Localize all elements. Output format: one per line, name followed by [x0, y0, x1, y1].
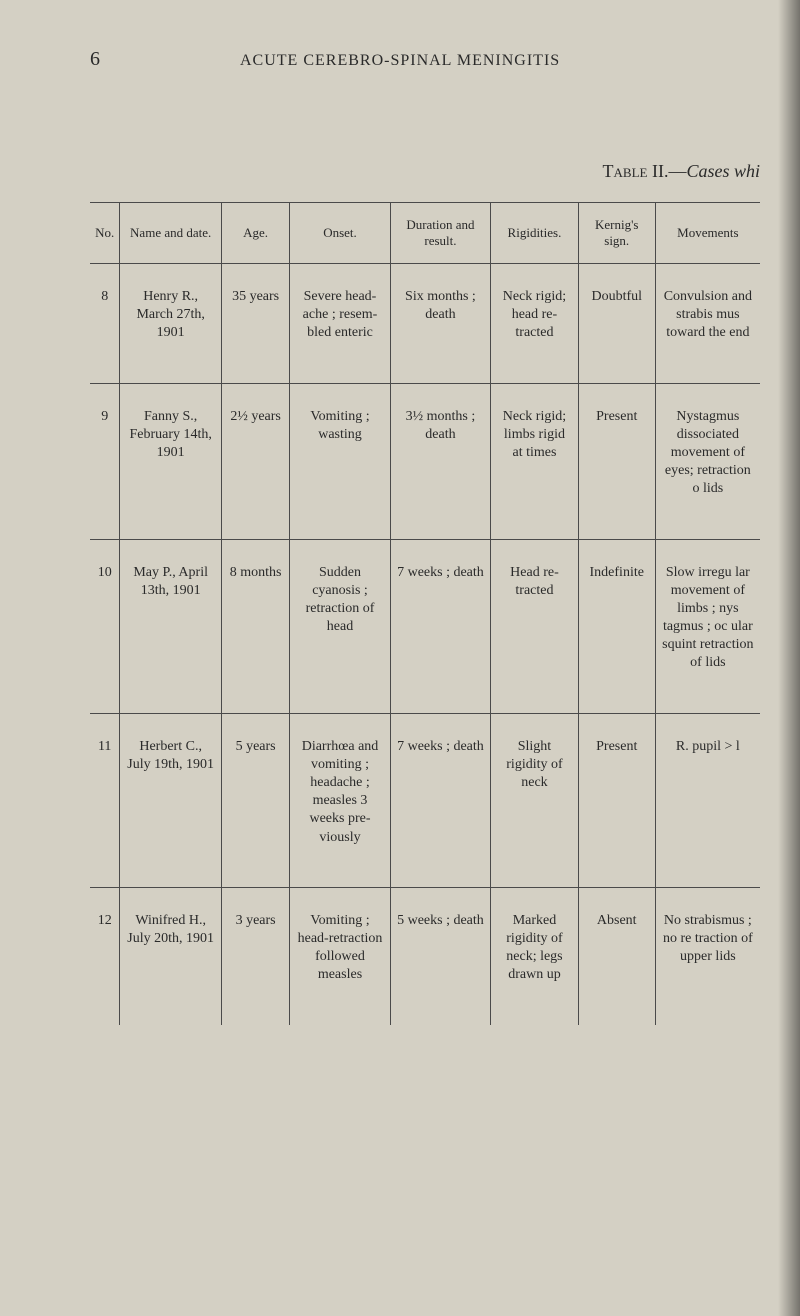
cell-no: 10 [94, 550, 115, 612]
table-row: 12 Winifred H., July 20th, 1901 3 years … [90, 887, 760, 1024]
page: 6 ACUTE CEREBRO-SPINAL MENINGITIS Table … [0, 0, 800, 1316]
col-header-name: Name and date. [120, 203, 222, 264]
table-row: 9 Fanny S., February 14th, 1901 2½ years… [90, 383, 760, 539]
table-header-row: No. Name and date. Age. Onset. Duration … [90, 203, 760, 264]
cell-age: 2½ years [226, 394, 285, 456]
col-header-onset: Onset. [290, 203, 390, 264]
table-caption-italic: Cases whi [686, 161, 760, 181]
cell-kernig: Doubtful [583, 274, 651, 336]
cell-name: Herbert C., July 19th, 1901 [124, 724, 217, 804]
cell-kernig: Absent [583, 898, 651, 960]
cell-kernig: Indefinite [583, 550, 651, 612]
cell-duration: 5 weeks ; death [395, 898, 486, 960]
cell-movements: Nystagmus dissociated movement of eyes; … [660, 394, 756, 529]
table-row: 8 Henry R., March 27th, 1901 35 years Se… [90, 264, 760, 384]
cell-rigidities: Neck rigid; head re­tracted [495, 274, 574, 373]
cell-duration: 7 weeks ; death [395, 724, 486, 786]
col-header-age: Age. [221, 203, 289, 264]
col-header-duration: Duration and result. [390, 203, 490, 264]
col-header-kernig: Kernig's sign. [578, 203, 655, 264]
cell-no: 12 [94, 898, 115, 960]
cell-duration: 3½ months ; death [395, 394, 486, 474]
cell-no: 9 [94, 394, 115, 456]
table-caption: Table II.—Cases whi [90, 161, 760, 182]
cell-movements: Convulsion and strabis mus toward the en… [660, 274, 756, 373]
table-caption-label: Table II.— [603, 161, 687, 181]
cell-movements: Slow irregu lar move­ment of limbs ; nys… [660, 550, 756, 703]
cell-rigidities: Head re­tracted [495, 550, 574, 630]
cell-rigidities: Slight rigidity of neck [495, 724, 574, 823]
page-number: 6 [90, 48, 100, 71]
running-head: ACUTE CEREBRO-SPINAL MENINGITIS [240, 52, 560, 70]
cell-rigidities: Marked rigidity of neck; legs drawn up [495, 898, 574, 1015]
table-row: 10 May P., April 13th, 1901 8 months Sud… [90, 539, 760, 713]
cell-onset: Vomiting ; head-re­traction followed mea… [294, 898, 385, 1015]
cell-name: Fanny S., February 14th, 1901 [124, 394, 217, 493]
cell-age: 3 years [226, 898, 285, 960]
cell-age: 35 years [226, 274, 285, 336]
cell-duration: 7 weeks ; death [395, 550, 486, 612]
cell-kernig: Present [583, 394, 651, 456]
cell-no: 8 [94, 274, 115, 336]
cell-rigidities: Neck rigid; limbs rigid at times [495, 394, 574, 493]
table-row: 11 Herbert C., July 19th, 1901 5 years D… [90, 713, 760, 887]
cell-onset: Vomiting ; wasting [294, 394, 385, 474]
col-header-no: No. [90, 203, 120, 264]
cell-name: May P., April 13th, 1901 [124, 550, 217, 630]
page-header: 6 ACUTE CEREBRO-SPINAL MENINGITIS [90, 48, 760, 71]
cell-duration: Six months ; death [395, 274, 486, 354]
cell-onset: Severe head­ache ; resem­bled enteric [294, 274, 385, 373]
cell-onset: Diarrhœa and vomit­ing ; head­ache ; mea… [294, 724, 385, 877]
cell-name: Henry R., March 27th, 1901 [124, 274, 217, 373]
cell-no: 11 [94, 724, 115, 786]
cell-movements: R. pupil > l [660, 724, 756, 786]
col-header-movements: Movements [655, 203, 760, 264]
cell-age: 8 months [226, 550, 285, 612]
cell-kernig: Present [583, 724, 651, 786]
cell-movements: No strabis­mus ; no re traction of upper… [660, 898, 756, 997]
cell-age: 5 years [226, 724, 285, 786]
cell-onset: Sudden cyanosis ; retraction of head [294, 550, 385, 667]
cases-table: No. Name and date. Age. Onset. Duration … [90, 202, 760, 1025]
cell-name: Winifred H., July 20th, 1901 [124, 898, 217, 978]
col-header-rigidities: Rigidities. [491, 203, 579, 264]
